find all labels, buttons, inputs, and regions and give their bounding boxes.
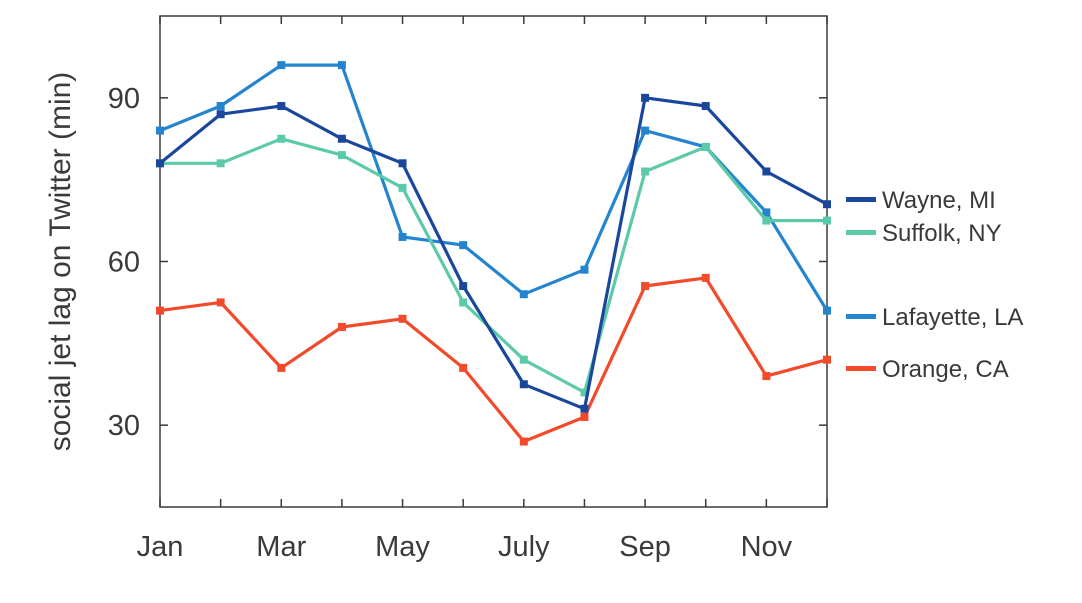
data-point: [823, 306, 831, 315]
data-point: [277, 134, 286, 143]
data-point: [641, 167, 650, 176]
data-point: [156, 159, 164, 168]
series-lines: [156, 61, 831, 446]
data-point: [277, 363, 286, 372]
data-point: [580, 388, 589, 397]
y-tick-label: 60: [108, 247, 140, 279]
legend-swatch: [846, 314, 876, 319]
x-tick-label: May: [375, 531, 430, 563]
data-point: [337, 134, 346, 143]
data-point: [580, 404, 589, 413]
legend-item: Suffolk, NY: [846, 220, 1002, 247]
data-point: [459, 298, 468, 307]
legend-item: Wayne, MI: [846, 187, 996, 214]
data-point: [337, 322, 346, 331]
data-point: [580, 265, 589, 274]
data-point: [701, 142, 710, 151]
y-tick-label: 90: [108, 83, 140, 115]
data-point: [277, 102, 286, 111]
data-point: [701, 273, 710, 282]
data-point: [277, 61, 286, 70]
data-point: [641, 282, 650, 291]
legend-swatch: [846, 197, 876, 202]
data-point: [398, 314, 407, 323]
axes: 30 60 90 Jan Mar May July Sep Nov social jet lag …: [44, 15, 828, 563]
series-line: [159, 276, 828, 444]
legend-label: Orange, CA: [882, 356, 1009, 383]
data-point: [216, 298, 225, 307]
series-2: [156, 61, 831, 315]
data-point: [216, 159, 225, 168]
series-line: [160, 137, 827, 394]
legend-label: Lafayette, LA: [882, 304, 1023, 331]
x-tick-label: Mar: [256, 531, 306, 563]
data-point: [459, 241, 468, 250]
series-line: [159, 63, 829, 312]
data-point: [762, 208, 771, 217]
data-point: [701, 102, 710, 111]
series-3: [156, 273, 831, 446]
data-point: [762, 372, 771, 381]
data-point: [519, 380, 528, 389]
y-axis-label: social jet lag on Twitter (min): [44, 72, 77, 452]
data-point: [580, 412, 589, 421]
legend-label: Suffolk, NY: [882, 220, 1002, 247]
data-point: [216, 110, 225, 119]
data-point: [459, 282, 468, 291]
data-point: [823, 200, 831, 209]
data-point: [216, 102, 225, 111]
data-point: [398, 159, 407, 168]
data-point: [337, 61, 346, 70]
data-point: [156, 126, 164, 135]
data-point: [459, 363, 468, 372]
legend-label: Wayne, MI: [882, 187, 996, 214]
x-tick-label: Sep: [619, 531, 671, 563]
y-tick-label: 30: [108, 410, 140, 442]
series-line: [158, 96, 828, 411]
data-point: [641, 93, 650, 102]
data-point: [398, 232, 407, 241]
legend-swatch: [846, 230, 876, 235]
legend-item: Lafayette, LA: [846, 304, 1023, 331]
data-point: [519, 437, 528, 446]
data-point: [337, 151, 346, 160]
plot-frame: [159, 15, 828, 508]
data-point: [156, 306, 164, 315]
data-point: [762, 216, 771, 225]
data-point: [519, 355, 528, 364]
legend: Wayne, MI Suffolk, NY Lafayette, LA Orange,…: [846, 187, 1023, 383]
x-tick-label: Jan: [137, 531, 184, 563]
data-point: [641, 126, 650, 135]
x-tick-label: Nov: [741, 531, 793, 563]
data-point: [398, 183, 407, 192]
legend-item: Orange, CA: [846, 356, 1009, 383]
data-point: [762, 167, 771, 176]
data-point: [823, 355, 831, 364]
series-0: [156, 93, 831, 413]
data-point: [519, 290, 528, 299]
data-point: [823, 216, 831, 225]
series-1: [156, 134, 831, 397]
x-tick-label: July: [498, 531, 550, 563]
legend-swatch: [846, 366, 876, 371]
